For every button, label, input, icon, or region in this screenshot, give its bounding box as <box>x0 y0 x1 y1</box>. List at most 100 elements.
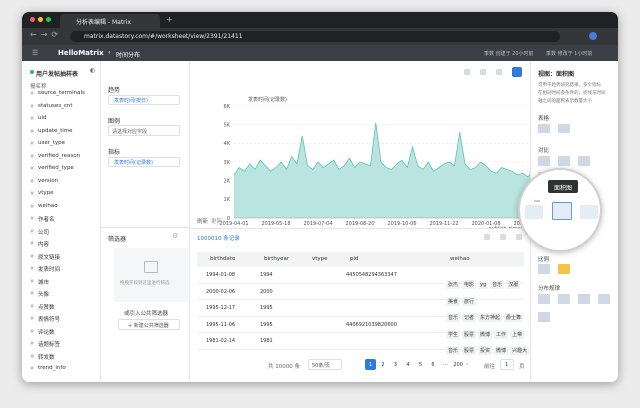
config-panel <box>100 61 190 382</box>
tab[interactable] <box>60 14 160 28</box>
goto-box[interactable] <box>500 359 514 370</box>
toggle[interactable]: ◐ <box>90 67 96 74</box>
pin-icon[interactable] <box>480 69 486 75</box>
chart-type-icon[interactable] <box>598 294 610 304</box>
page-size-select[interactable] <box>308 359 342 370</box>
page-current[interactable] <box>365 359 376 370</box>
profile[interactable] <box>589 32 597 40</box>
field[interactable]: user_type <box>38 140 66 146</box>
metric-select[interactable] <box>108 157 180 167</box>
field[interactable]: 话题标签 <box>38 342 61 348</box>
page-next[interactable]: › <box>466 361 469 368</box>
filter-new-button[interactable] <box>118 319 180 330</box>
field[interactable]: 发表时间 <box>38 267 61 273</box>
field[interactable]: 表情符号 <box>38 317 61 323</box>
page-number[interactable]: 1 <box>368 362 373 368</box>
view-icon[interactable] <box>512 67 522 77</box>
page-number[interactable]: 3 <box>393 362 398 368</box>
chart-type-icon[interactable] <box>558 264 570 274</box>
field[interactable]: version <box>38 177 59 184</box>
chart-type-icon[interactable] <box>538 156 550 166</box>
field[interactable]: 城市 <box>38 279 50 286</box>
share-icon[interactable] <box>496 69 502 75</box>
view-description: 在相同时间多条件的，折线与时间 <box>538 91 606 96</box>
back[interactable]: ‹ <box>108 49 111 56</box>
page-number[interactable]: ··· <box>443 362 448 368</box>
record-count: 1000010 条记录 <box>197 236 240 242</box>
tag: 音乐 <box>446 346 461 355</box>
column-header[interactable]: pid <box>350 256 359 262</box>
chart-type-icon[interactable] <box>558 294 570 304</box>
tag: 兴趣大 <box>510 346 530 355</box>
update[interactable]: 更新 <box>211 219 223 225</box>
type-icon[interactable] <box>580 205 598 219</box>
field[interactable]: 点赞数 <box>38 304 55 311</box>
field[interactable]: 内容 <box>38 242 50 248</box>
column-header[interactable]: vtype <box>312 256 328 262</box>
field[interactable]: 转发数 <box>38 354 55 361</box>
field[interactable]: verified_type <box>38 165 74 171</box>
page-total: 共 10000 条 <box>268 364 300 370</box>
field[interactable]: uid <box>38 115 47 121</box>
field-icon: # <box>30 228 35 235</box>
chart-type-icon[interactable] <box>558 156 570 166</box>
download-icon[interactable] <box>464 69 470 75</box>
type-icon-selected[interactable] <box>552 202 572 220</box>
filter-dropzone[interactable] <box>114 248 188 302</box>
type-icon[interactable] <box>525 205 543 219</box>
page-number[interactable]: 6 <box>431 362 435 368</box>
column-header[interactable]: birthyear <box>264 256 290 262</box>
field[interactable]: vtype <box>38 190 54 196</box>
field[interactable]: 评论数 <box>38 329 55 336</box>
field[interactable]: 公司 <box>38 229 50 236</box>
table-icon[interactable] <box>500 234 506 240</box>
page-number[interactable]: 2 <box>381 362 385 368</box>
field[interactable]: trend_info <box>38 365 66 371</box>
tooltip-bg <box>548 180 578 193</box>
trend-select[interactable] <box>108 95 180 105</box>
page-number[interactable]: 4 <box>406 362 410 368</box>
legend-input[interactable] <box>108 125 180 136</box>
tag-list: 音乐 记者 东方神起 爵士舞 <box>446 304 525 323</box>
field[interactable]: source_terminals <box>38 90 85 96</box>
field-icon: # <box>30 216 35 222</box>
column-header[interactable]: birthdate <box>210 256 236 262</box>
url-box[interactable] <box>70 31 560 42</box>
field[interactable]: weihao <box>38 202 58 209</box>
field[interactable]: update_time <box>38 127 73 134</box>
view-title: 视图：面积图 <box>538 71 575 78</box>
chart-type-icon[interactable] <box>578 156 590 166</box>
chart-type-icon[interactable] <box>538 312 550 322</box>
field-icon: # <box>30 341 35 347</box>
field[interactable]: 头像 <box>38 292 50 298</box>
column-header[interactable]: weihao <box>450 256 470 262</box>
chart-type-icon[interactable] <box>558 124 570 133</box>
table-icon[interactable] <box>484 234 490 240</box>
page-number[interactable]: 200 <box>453 362 464 368</box>
refresh[interactable]: 刷新 <box>197 219 209 225</box>
close-dot[interactable] <box>30 17 35 22</box>
page-number[interactable]: 5 <box>418 362 423 368</box>
menu-icon[interactable]: ☰ <box>32 49 39 57</box>
max-dot[interactable] <box>46 17 51 22</box>
field-icon: # <box>30 153 35 160</box>
tag: 旅行 <box>462 296 477 306</box>
min-dot[interactable] <box>38 17 43 22</box>
new-tab[interactable]: + <box>166 15 173 24</box>
magnifier-handle <box>534 200 540 202</box>
field[interactable]: verified_reason <box>38 152 81 159</box>
field-icon: # <box>30 266 35 272</box>
table-icon[interactable] <box>516 234 522 240</box>
chart-type-icon[interactable] <box>578 294 590 304</box>
chart-type-icon[interactable] <box>538 124 550 133</box>
chart-type-icon[interactable] <box>538 294 550 304</box>
field[interactable]: statuses_cnt <box>38 102 73 109</box>
nav-buttons[interactable]: ←→⟳ <box>30 30 63 39</box>
chart-type-icon[interactable] <box>538 264 550 274</box>
table-cell: 1995 <box>260 305 273 311</box>
filter-settings[interactable]: ⚙ <box>172 232 179 240</box>
tag-list: 张杰 电影 yg 音乐 汉服 <box>446 271 522 290</box>
field[interactable]: 原文链接 <box>38 254 61 261</box>
field[interactable]: 作者名 <box>38 217 55 223</box>
